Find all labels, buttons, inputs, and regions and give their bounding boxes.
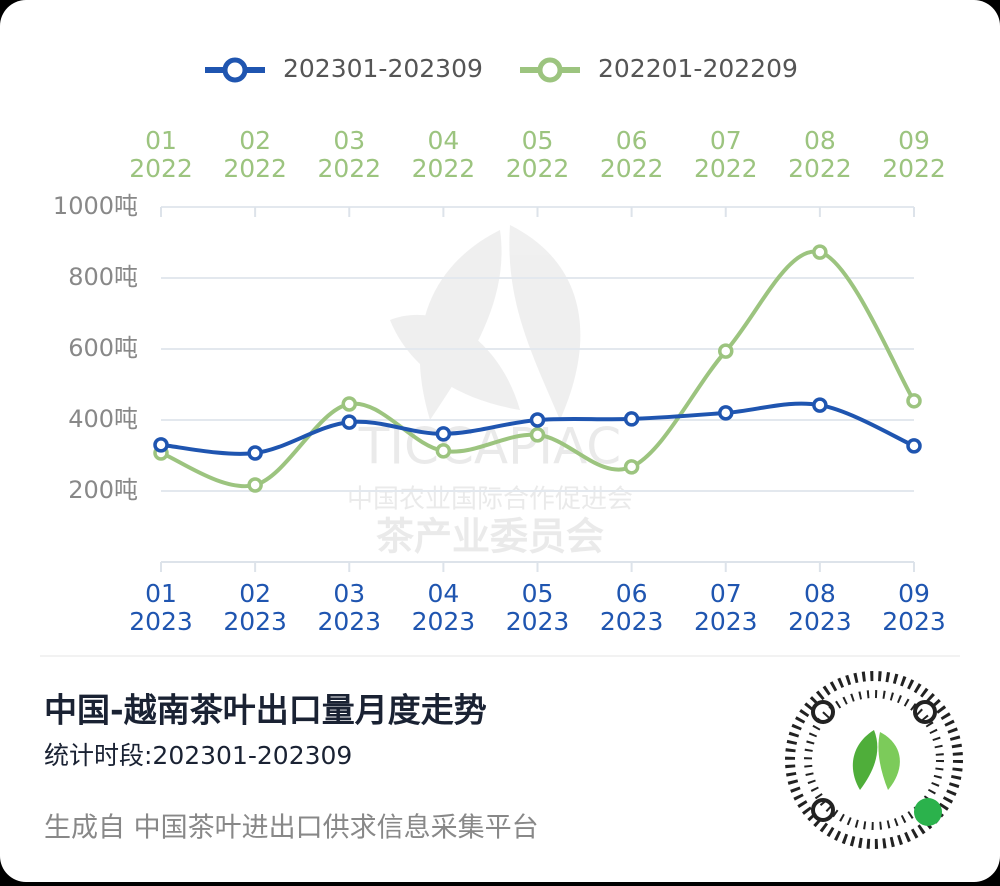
qr-eye — [811, 798, 835, 822]
chart-title: 中国-越南茶叶出口量月度走势 — [44, 691, 487, 730]
point — [623, 459, 640, 475]
point — [435, 426, 452, 442]
x-tick-label-line: 2023 — [129, 607, 193, 636]
point — [341, 396, 357, 412]
legend-marker — [222, 57, 248, 83]
x-tick-label-line: 02 — [239, 126, 271, 155]
x-tick-label-line: 2023 — [600, 607, 664, 636]
x-tick-label-line: 09 — [898, 126, 930, 155]
x-tick-label-line: 2022 — [129, 154, 193, 183]
x-tick-label-line: 06 — [616, 126, 648, 155]
legend-marker — [537, 57, 563, 83]
x-tick-label: 04 2023 — [412, 579, 476, 636]
point — [718, 405, 734, 421]
point — [906, 393, 922, 409]
x-tick-label: 06 2022 — [600, 126, 664, 183]
x-tick-label-line: 2022 — [882, 154, 946, 183]
point — [153, 437, 169, 453]
qr-eye — [811, 700, 835, 724]
x-tick-label-line: 2023 — [506, 607, 570, 636]
x-tick-label-line: 2022 — [412, 154, 476, 183]
watermark-text: 中国农业国际合作促进会 — [347, 485, 633, 515]
x-tick-label-line: 2022 — [506, 154, 570, 183]
x-tick-label-line: 01 — [145, 126, 177, 155]
x-tick-label: 03 2023 — [317, 579, 381, 636]
x-tick-label: 01 2022 — [129, 126, 193, 183]
y-tick-label: 400吨 — [68, 405, 138, 433]
x-tick-label-line: 2022 — [317, 154, 381, 183]
point — [529, 412, 546, 428]
x-tick-label-line: 03 — [333, 579, 365, 608]
qr-logo — [878, 732, 900, 790]
watermark-text: 茶产业委员会 — [376, 514, 604, 559]
footer: 生成自 中国茶叶进出口供求信息采集平台 — [44, 813, 539, 844]
x-tick-label: 09 2022 — [882, 126, 946, 183]
x-tick-label-line: 07 — [710, 579, 742, 608]
point — [718, 343, 734, 359]
x-tick-label: 05 2022 — [506, 126, 570, 183]
y-tick-label: 1000吨 — [53, 192, 138, 220]
x-tick-label-line: 04 — [427, 126, 459, 155]
x-tick-label-line: 2022 — [600, 154, 664, 183]
x-tick-label-line: 08 — [804, 579, 836, 608]
point — [247, 477, 263, 493]
watermark-leaf — [509, 225, 581, 420]
qr-code — [785, 671, 963, 849]
x-tick-label-line: 2022 — [223, 154, 287, 183]
x-tick-label: 06 2023 — [600, 579, 664, 636]
x-tick-label: 04 2022 — [412, 126, 476, 183]
x-tick-label: 09 2023 — [882, 579, 946, 636]
legend-label: 202201-202209 — [598, 54, 798, 83]
series-line — [160, 249, 916, 489]
point — [247, 445, 263, 461]
x-tick-label-line: 09 — [898, 579, 930, 608]
x-tick-label: 03 2022 — [317, 126, 381, 183]
x-tick-label-line: 02 — [239, 579, 271, 608]
x-tick-label: 01 2023 — [129, 579, 193, 636]
x-tick-label-line: 2023 — [882, 607, 946, 636]
x-tick-label-line: 2023 — [412, 607, 476, 636]
x-tick-label-line: 06 — [616, 579, 648, 608]
x-tick-label-line: 05 — [522, 126, 554, 155]
x-tick-label-line: 01 — [145, 579, 177, 608]
legend-label: 202301-202309 — [283, 54, 483, 83]
x-tick-label-line: 2023 — [788, 607, 852, 636]
y-tick-label: 800吨 — [68, 263, 138, 291]
mini-program-icon — [914, 798, 942, 826]
y-tick-label: 600吨 — [68, 334, 138, 362]
point — [341, 414, 357, 430]
x-tick-label: 02 2023 — [223, 579, 287, 636]
subtitle: 统计时段:202301-202309 — [44, 741, 352, 770]
x-tick-label-line: 04 — [427, 579, 459, 608]
point — [906, 438, 922, 454]
x-tick-label-line: 2022 — [694, 154, 758, 183]
point — [435, 443, 452, 459]
y-tick-label: 200吨 — [68, 476, 138, 504]
qr-eye — [913, 700, 937, 724]
x-tick-label-line: 08 — [804, 126, 836, 155]
qr-logo — [852, 730, 878, 790]
x-tick-label-line: 2023 — [223, 607, 287, 636]
point — [529, 427, 546, 443]
x-tick-label-line: 2023 — [317, 607, 381, 636]
x-tick-label: 07 2022 — [694, 126, 758, 183]
point — [812, 244, 828, 260]
watermark-leaf — [390, 314, 520, 410]
x-tick-label: 08 2022 — [788, 126, 852, 183]
x-tick-label-line: 03 — [333, 126, 365, 155]
qr-dots — [804, 690, 944, 830]
x-tick-label-line: 05 — [522, 579, 554, 608]
point — [623, 411, 640, 427]
x-tick-label-line: 2023 — [694, 607, 758, 636]
x-tick-label-line: 2022 — [788, 154, 852, 183]
x-tick-label: 08 2023 — [788, 579, 852, 636]
x-tick-label-line: 07 — [710, 126, 742, 155]
point — [812, 397, 828, 413]
x-tick-label: 02 2022 — [223, 126, 287, 183]
x-tick-label: 07 2023 — [694, 579, 758, 636]
x-tick-label: 05 2023 — [506, 579, 570, 636]
